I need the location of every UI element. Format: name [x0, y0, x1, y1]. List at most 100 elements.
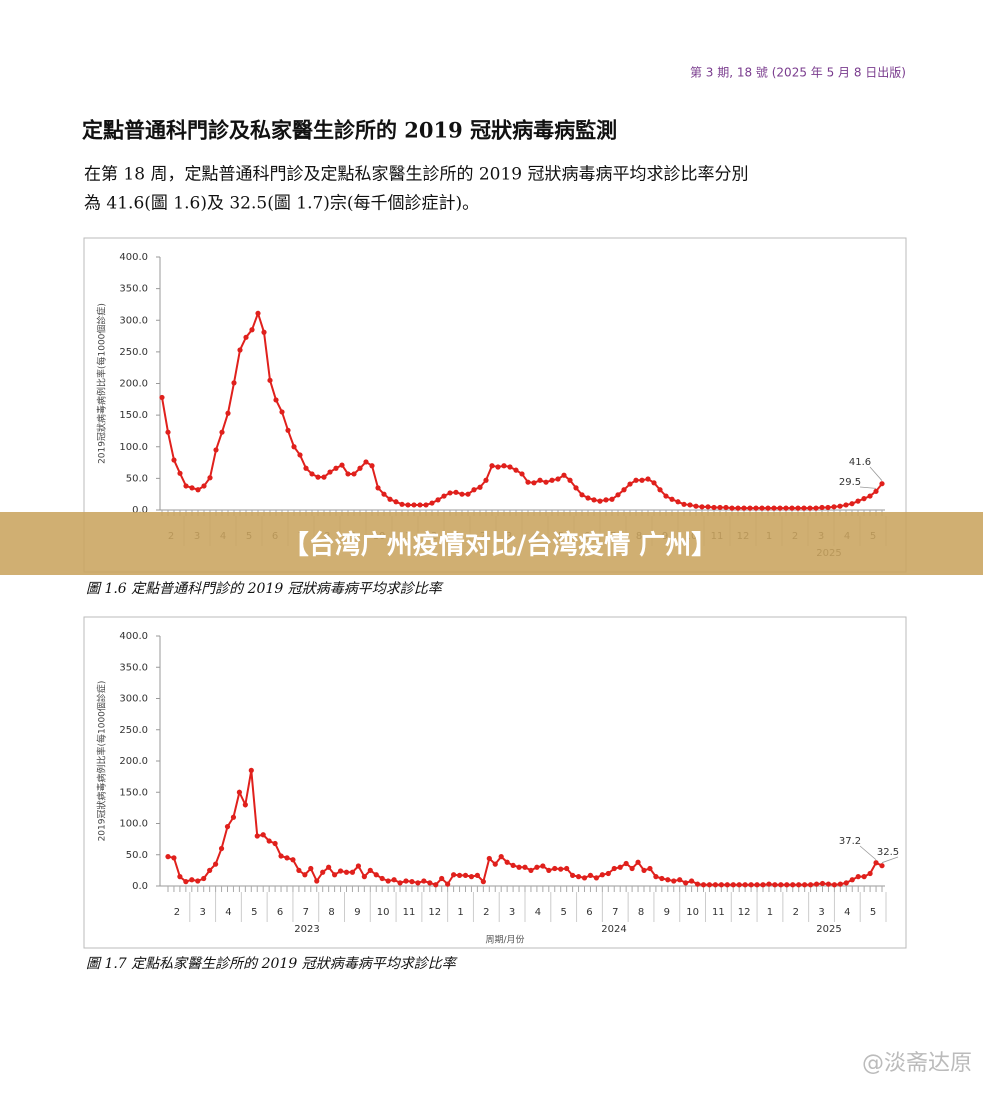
y-tick-label: 400.0 [119, 252, 148, 263]
data-point [519, 471, 525, 477]
data-point [242, 802, 248, 808]
y-tick-label: 400.0 [119, 631, 148, 642]
data-point [351, 471, 357, 477]
data-point [495, 464, 501, 470]
y-tick-label: 50.0 [126, 850, 148, 861]
data-point [808, 882, 814, 888]
annotation-leader [859, 486, 877, 489]
data-point [790, 882, 796, 888]
data-point [207, 867, 213, 873]
data-point [587, 872, 594, 878]
data-point [477, 484, 483, 490]
y-tick-label: 250.0 [119, 725, 148, 736]
data-point [272, 840, 278, 847]
data-point [729, 505, 735, 511]
x-axis-label: 周期/月份 [485, 934, 524, 946]
month-label: 12 [738, 907, 751, 918]
data-point [717, 504, 723, 511]
data-point [528, 867, 534, 873]
y-tick-label: 100.0 [119, 819, 148, 830]
data-point [653, 874, 659, 880]
data-point [784, 882, 790, 888]
data-point [564, 865, 570, 872]
data-point [321, 474, 327, 480]
intro-line: 為 41.6(圖 1.6)及 32.5(圖 1.7)宗(每千個診症計)。 [84, 194, 479, 214]
data-point [369, 463, 375, 469]
data-point [789, 505, 795, 511]
y-tick-label: 0.0 [132, 881, 148, 892]
data-point [861, 874, 867, 880]
data-point [327, 469, 333, 475]
data-point [441, 493, 447, 499]
data-point [165, 429, 171, 435]
data-point [754, 882, 760, 888]
data-point [723, 504, 729, 511]
data-point [337, 868, 344, 874]
data-point [570, 872, 576, 878]
data-point [555, 476, 561, 482]
month-label: 3 [818, 907, 824, 918]
data-point [278, 853, 284, 859]
y-tick-label: 150.0 [119, 787, 148, 798]
data-point [730, 882, 736, 888]
data-point [873, 488, 879, 494]
data-point [399, 501, 405, 507]
data-point [615, 492, 621, 498]
data-point [285, 427, 291, 433]
data-point [177, 470, 183, 476]
data-point [627, 481, 633, 487]
data-point [513, 467, 519, 473]
month-label: 5 [870, 907, 876, 918]
data-point [189, 877, 195, 883]
annotation-leader [869, 466, 883, 481]
data-point [453, 489, 459, 495]
data-point [552, 865, 558, 872]
data-point [266, 838, 272, 844]
data-point [623, 860, 629, 867]
y-tick-label: 200.0 [119, 756, 148, 767]
data-point [641, 867, 647, 873]
data-point [759, 505, 765, 511]
data-point [375, 485, 381, 491]
data-point [534, 864, 540, 870]
data-point [735, 505, 741, 511]
data-line [161, 310, 883, 510]
data-point [813, 881, 820, 887]
title: 定點普通科門診及私家醫生診所的 2019 冠狀病毒病監測 [82, 118, 617, 143]
data-point [381, 491, 387, 497]
month-label: 5 [560, 907, 566, 918]
data-point [429, 500, 435, 506]
data-point [177, 874, 183, 880]
data-point [201, 483, 207, 489]
y-tick-label: 350.0 [119, 284, 148, 295]
data-point [435, 497, 441, 503]
data-point [498, 854, 504, 860]
data-point [433, 882, 439, 888]
data-point [456, 872, 463, 878]
data-point [575, 874, 582, 880]
data-point [741, 505, 747, 511]
data-point [255, 310, 261, 316]
caption: 圖 1.7 定點私家醫生診所的 2019 冠狀病毒病平均求診比率 [86, 956, 458, 972]
data-point [861, 496, 867, 502]
data-point [635, 859, 641, 865]
data-point [778, 882, 784, 888]
data-point [423, 502, 429, 508]
data-point [345, 471, 351, 477]
banner [0, 512, 983, 575]
data-point [267, 377, 273, 383]
data-point [813, 505, 819, 511]
data-point [522, 864, 528, 870]
data-point [468, 874, 475, 880]
data-point [302, 872, 308, 878]
data-point [537, 477, 543, 483]
caption: 圖 1.6 定點普通科門診的 2019 冠狀病毒病平均求診比率 [86, 581, 444, 597]
data-point [387, 496, 393, 502]
data-point [171, 457, 177, 463]
month-label: 11 [712, 907, 725, 918]
data-point [393, 499, 399, 505]
data-point [687, 502, 693, 508]
data-point [501, 463, 507, 469]
data-point [195, 878, 201, 884]
